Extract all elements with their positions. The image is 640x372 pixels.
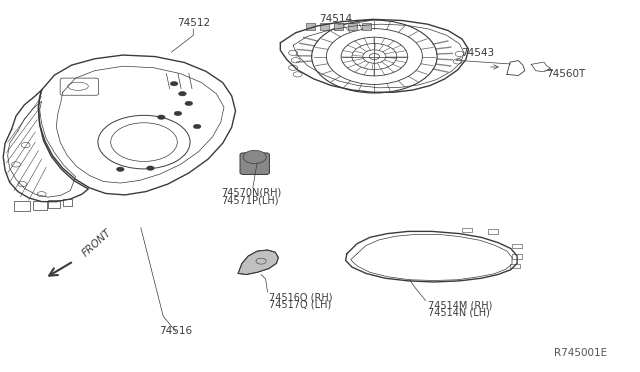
Bar: [512, 244, 522, 248]
Text: 74516Q (RH): 74516Q (RH): [269, 292, 332, 302]
Circle shape: [157, 115, 165, 119]
Text: 74512: 74512: [177, 18, 210, 28]
Circle shape: [147, 166, 154, 170]
Circle shape: [193, 124, 201, 129]
Text: 74514M (RH): 74514M (RH): [428, 301, 492, 311]
Bar: [512, 254, 522, 259]
Polygon shape: [238, 250, 278, 275]
Text: 74560T: 74560T: [547, 70, 586, 79]
Bar: [14, 201, 30, 211]
Bar: [488, 229, 498, 234]
Text: R745001E: R745001E: [554, 348, 607, 358]
FancyBboxPatch shape: [240, 153, 269, 174]
Bar: [48, 200, 60, 208]
Text: 74543: 74543: [461, 48, 494, 58]
Bar: [334, 23, 343, 30]
Bar: [320, 23, 329, 30]
Circle shape: [170, 81, 178, 86]
Text: 74570N(RH): 74570N(RH): [221, 188, 281, 198]
Circle shape: [243, 150, 266, 164]
Text: 74514N (LH): 74514N (LH): [428, 308, 490, 318]
Bar: [462, 228, 472, 232]
Circle shape: [179, 92, 186, 96]
Bar: [306, 23, 315, 30]
Text: 74514: 74514: [319, 14, 352, 24]
Circle shape: [174, 111, 182, 116]
Bar: [362, 23, 371, 30]
Bar: [63, 199, 72, 206]
Text: 74517Q (LH): 74517Q (LH): [269, 299, 331, 309]
Text: 74516: 74516: [159, 326, 193, 336]
Bar: [348, 23, 357, 30]
Circle shape: [116, 167, 124, 171]
Circle shape: [185, 101, 193, 106]
Bar: [510, 264, 520, 268]
Bar: [33, 201, 47, 210]
Text: 74571P(LH): 74571P(LH): [221, 195, 278, 205]
Text: FRONT: FRONT: [80, 227, 113, 258]
